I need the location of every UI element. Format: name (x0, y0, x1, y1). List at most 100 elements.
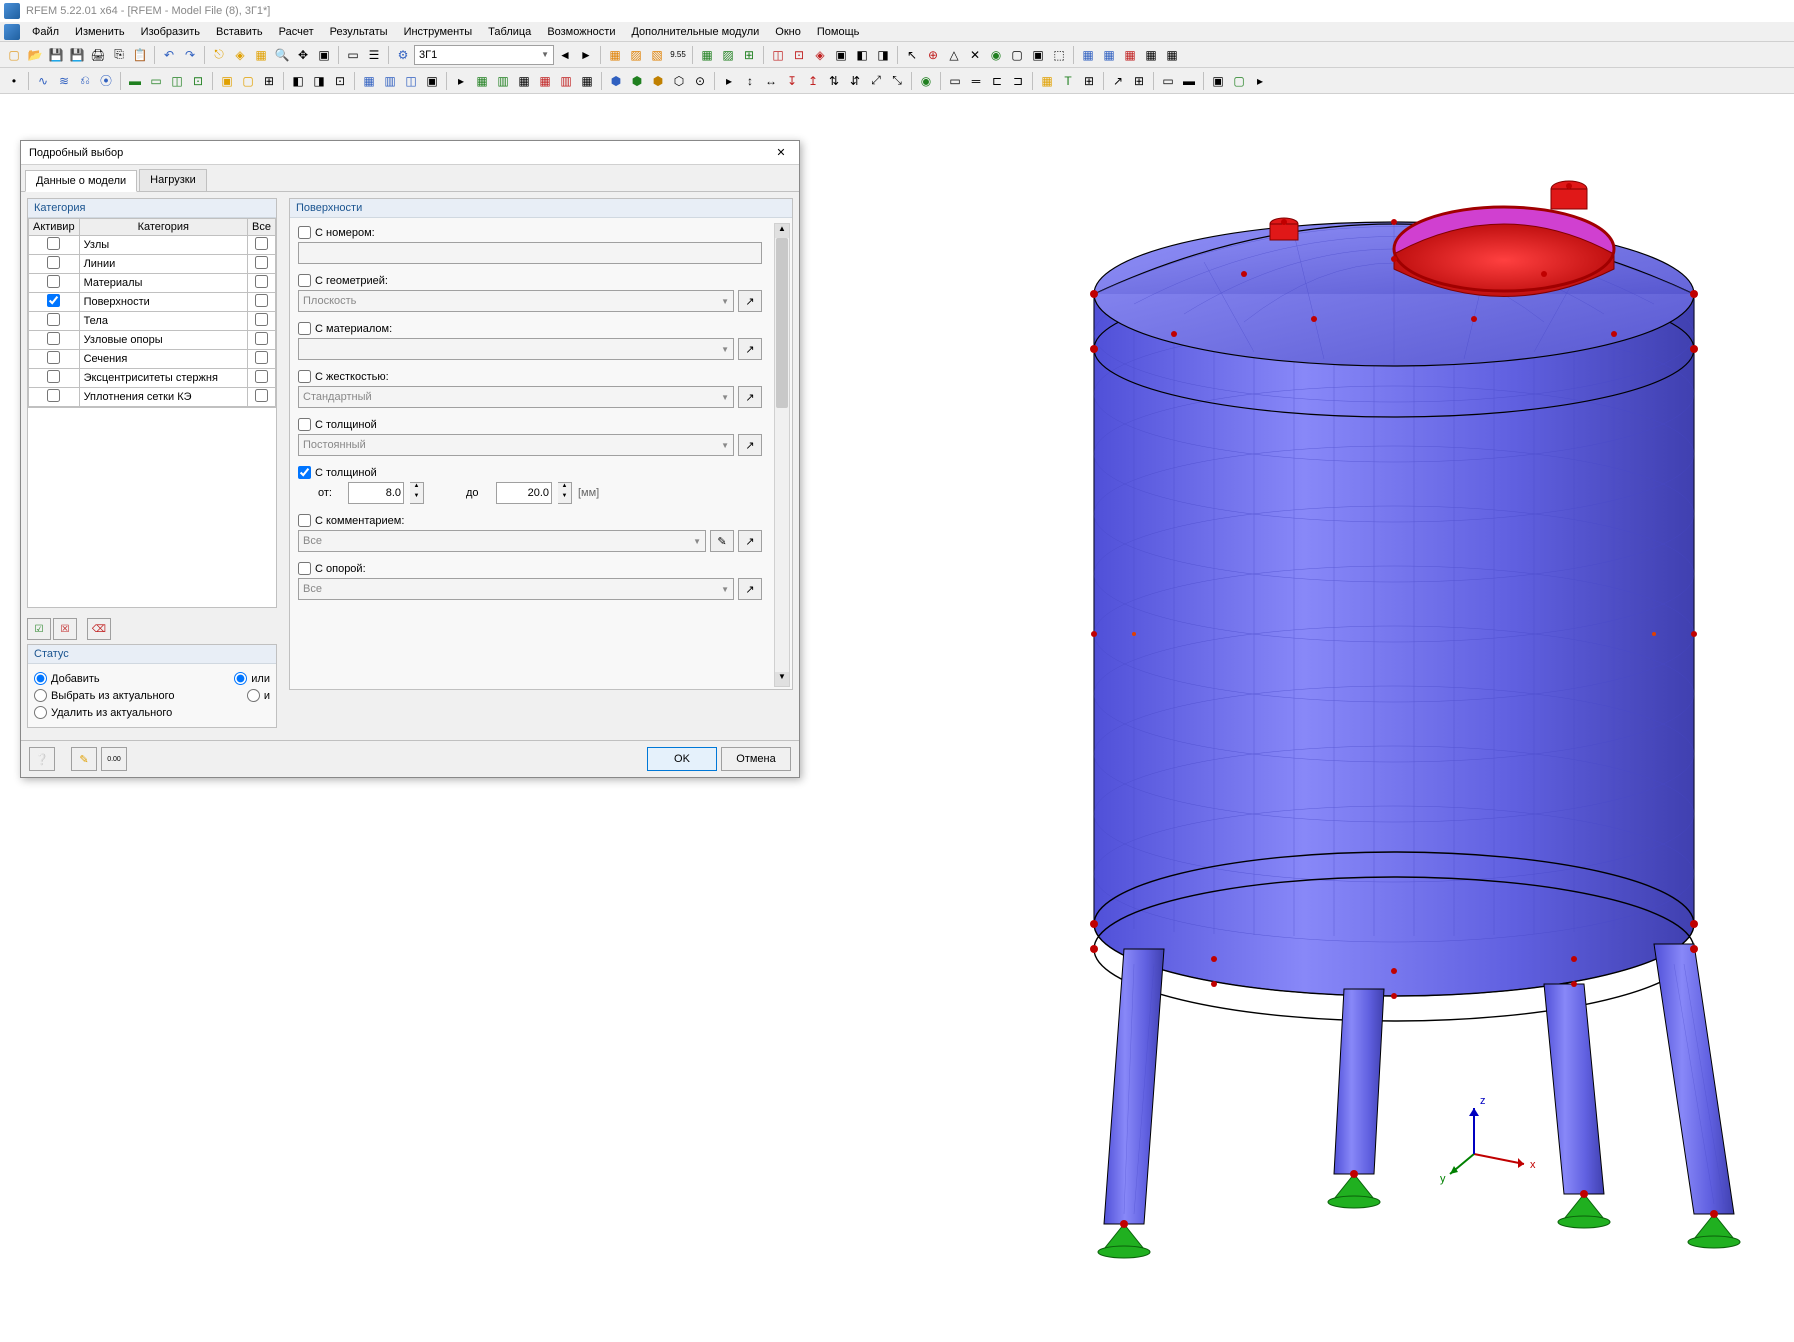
tb-m1-icon[interactable]: ◫ (768, 45, 788, 65)
cancel-button[interactable]: Отмена (721, 747, 791, 771)
t2-53-icon[interactable]: ▢ (1229, 71, 1249, 91)
t2-21-icon[interactable]: ▥ (493, 71, 513, 91)
category-row[interactable]: Материалы (29, 274, 276, 293)
in-number[interactable] (298, 242, 762, 264)
t2-52-icon[interactable]: ▣ (1208, 71, 1228, 91)
t2-40-icon[interactable]: ◉ (916, 71, 936, 91)
t2-18-icon[interactable]: ▣ (422, 71, 442, 91)
menu-tools[interactable]: Инструменты (396, 24, 481, 40)
cat-active-chk[interactable] (47, 313, 60, 326)
tb-s6-icon[interactable]: ▢ (1007, 45, 1027, 65)
combo-geom[interactable]: Плоскость▼ (298, 290, 734, 312)
t2-14-icon[interactable]: ⊡ (330, 71, 350, 91)
t2-4-icon[interactable]: ⦿ (96, 71, 116, 91)
menu-edit[interactable]: Изменить (67, 24, 133, 40)
menu-table[interactable]: Таблица (480, 24, 539, 40)
t2-1-icon[interactable]: ∿ (33, 71, 53, 91)
t2-11-icon[interactable]: ⊞ (259, 71, 279, 91)
t2-39-icon[interactable]: ⤡ (887, 71, 907, 91)
pick-geom-icon[interactable]: ↗ (738, 290, 762, 312)
t2-44-icon[interactable]: ⊐ (1008, 71, 1028, 91)
cat-all-chk[interactable] (255, 275, 268, 288)
menu-calc[interactable]: Расчет (271, 24, 322, 40)
dialog-close-icon[interactable]: ✕ (771, 143, 791, 163)
t2-10-icon[interactable]: ▢ (238, 71, 258, 91)
help-icon[interactable]: ❔ (29, 747, 55, 771)
t2-42-icon[interactable]: ═ (966, 71, 986, 91)
menu-display[interactable]: Изобразить (133, 24, 208, 40)
scroll-up-icon[interactable]: ▲ (775, 224, 789, 238)
t2-9-icon[interactable]: ▣ (217, 71, 237, 91)
t2-46-icon[interactable]: T (1058, 71, 1078, 91)
chk-stiff[interactable] (298, 370, 311, 383)
tb-pan-icon[interactable]: ✥ (293, 45, 313, 65)
t2-51-icon[interactable]: ▬ (1179, 71, 1199, 91)
tb-r1-icon[interactable]: ▦ (605, 45, 625, 65)
pick-comment-icon[interactable]: ↗ (738, 530, 762, 552)
in-from[interactable] (348, 482, 404, 504)
cat-active-chk[interactable] (47, 256, 60, 269)
t2-23-icon[interactable]: ▦ (535, 71, 555, 91)
tb-g3-icon[interactable]: ⊞ (739, 45, 759, 65)
filter-scrollbar[interactable]: ▲ ▼ (774, 223, 790, 687)
tb-c3-icon[interactable]: ▦ (1120, 45, 1140, 65)
category-row[interactable]: Линии (29, 255, 276, 274)
t2-15-icon[interactable]: ▦ (359, 71, 379, 91)
t2-13-icon[interactable]: ◨ (309, 71, 329, 91)
dialog-titlebar[interactable]: Подробный выбор ✕ (21, 141, 799, 165)
t2-a-icon[interactable]: • (4, 71, 24, 91)
t2-43-icon[interactable]: ⊏ (987, 71, 1007, 91)
cat-active-chk[interactable] (47, 275, 60, 288)
t2-6-icon[interactable]: ▭ (146, 71, 166, 91)
tb-g2-icon[interactable]: ▨ (718, 45, 738, 65)
t2-30-icon[interactable]: ⊙ (690, 71, 710, 91)
t2-50-icon[interactable]: ▭ (1158, 71, 1178, 91)
t2-5-icon[interactable]: ▬ (125, 71, 145, 91)
tb-zoom-icon[interactable]: 🔍 (272, 45, 292, 65)
tb-m5-icon[interactable]: ◧ (852, 45, 872, 65)
chk-support[interactable] (298, 562, 311, 575)
t2-54-icon[interactable]: ▸ (1250, 71, 1270, 91)
tb-s1-icon[interactable]: ↖ (902, 45, 922, 65)
tab-loads[interactable]: Нагрузки (139, 169, 207, 191)
t2-33-icon[interactable]: ↔ (761, 71, 781, 91)
pick-thick-icon[interactable]: ↗ (738, 434, 762, 456)
menu-insert[interactable]: Вставить (208, 24, 271, 40)
combo-thick[interactable]: Постоянный▼ (298, 434, 734, 456)
cat-check-all-icon[interactable]: ☑ (27, 618, 51, 640)
combo-mat[interactable]: ▼ (298, 338, 734, 360)
pick-stiff-icon[interactable]: ↗ (738, 386, 762, 408)
pick-mat-icon[interactable]: ↗ (738, 338, 762, 360)
in-to[interactable] (496, 482, 552, 504)
menu-help[interactable]: Помощь (809, 24, 868, 40)
cat-all-chk[interactable] (255, 370, 268, 383)
t2-7-icon[interactable]: ◫ (167, 71, 187, 91)
t2-17-icon[interactable]: ◫ (401, 71, 421, 91)
t2-36-icon[interactable]: ⇅ (824, 71, 844, 91)
tb-r3-icon[interactable]: ▧ (647, 45, 667, 65)
t2-29-icon[interactable]: ⬡ (669, 71, 689, 91)
category-row[interactable]: Узлы (29, 236, 276, 255)
t2-2-icon[interactable]: ≋ (54, 71, 74, 91)
tb-save-icon[interactable]: 💾 (46, 45, 66, 65)
scroll-thumb[interactable] (776, 238, 788, 408)
tb-s8-icon[interactable]: ⬚ (1049, 45, 1069, 65)
t2-22-icon[interactable]: ▦ (514, 71, 534, 91)
t2-20-icon[interactable]: ▦ (472, 71, 492, 91)
tb-m3-icon[interactable]: ◈ (810, 45, 830, 65)
chk-geom[interactable] (298, 274, 311, 287)
tb-window-icon[interactable]: ▭ (343, 45, 363, 65)
tb-view-icon[interactable]: ▣ (314, 45, 334, 65)
t2-32-icon[interactable]: ↕ (740, 71, 760, 91)
combo-comment[interactable]: Все▼ (298, 530, 706, 552)
cat-active-chk[interactable] (47, 237, 60, 250)
combo-support[interactable]: Все▼ (298, 578, 734, 600)
tb-grid-icon[interactable]: ▦ (251, 45, 271, 65)
t2-34-icon[interactable]: ↧ (782, 71, 802, 91)
cat-active-chk[interactable] (47, 389, 60, 402)
category-row[interactable]: Уплотнения сетки КЭ (29, 388, 276, 407)
cat-active-chk[interactable] (47, 294, 60, 307)
tb-new-icon[interactable]: ▢ (4, 45, 24, 65)
tb-print-icon[interactable]: 🖨 (88, 45, 108, 65)
tb-paste-icon[interactable]: 📋 (130, 45, 150, 65)
